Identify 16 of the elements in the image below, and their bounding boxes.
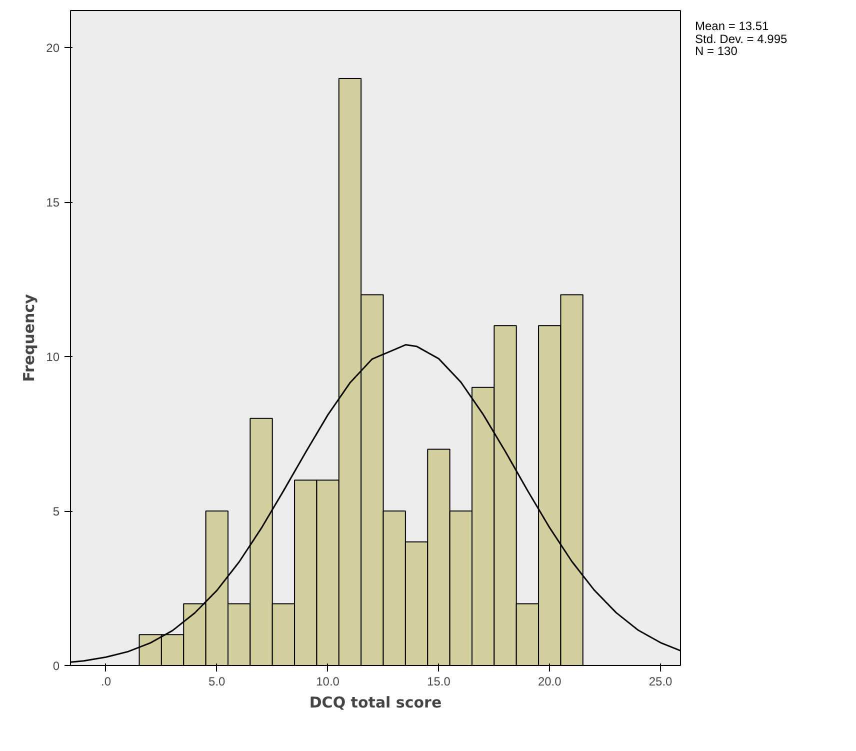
y-tick-label: 15 xyxy=(46,196,60,210)
text: Mean = 13.51 xyxy=(695,19,770,33)
x-tick-label: 10.0 xyxy=(316,674,340,688)
y-tick-label: 20 xyxy=(46,41,60,56)
text: Std. Dev. = 4.995 xyxy=(695,32,788,46)
x-tick-label: 20.0 xyxy=(538,674,562,688)
y-axis-title: Frequency xyxy=(20,294,38,382)
x-tick-label: 25.0 xyxy=(648,674,673,688)
x-axis-title: DCQ total score xyxy=(309,694,442,712)
x-tick-label: 15.0 xyxy=(427,674,451,688)
x-tick-label: 5.0 xyxy=(208,674,226,688)
y-tick-label: 10 xyxy=(46,350,60,364)
text: N = 130 xyxy=(695,44,738,58)
y-tick-label: 0 xyxy=(52,659,60,673)
x-tick-label: .0 xyxy=(100,674,112,688)
y-tick-label: 5 xyxy=(52,504,60,519)
